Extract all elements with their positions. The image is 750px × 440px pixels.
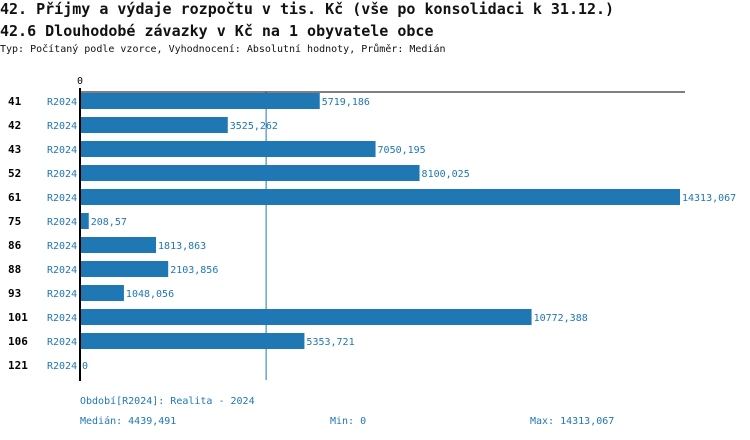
series-label: R2024 — [47, 193, 77, 204]
category-label: 106 — [8, 335, 28, 348]
chart-title: 42. Příjmy a výdaje rozpočtu v tis. Kč (… — [0, 0, 615, 18]
max-stat: Max: 14313,067 — [530, 416, 615, 427]
category-label: 41 — [8, 95, 22, 108]
bar — [80, 93, 320, 109]
bar — [80, 261, 169, 277]
value-label: 1048,056 — [126, 289, 174, 300]
series-label: R2024 — [47, 145, 77, 156]
bar — [80, 213, 89, 229]
min-stat: Min: 0 — [330, 416, 367, 427]
value-label: 208,57 — [91, 217, 127, 228]
value-label: 0 — [82, 361, 88, 372]
series-label: R2024 — [47, 289, 77, 300]
value-label: 5719,186 — [322, 97, 370, 108]
series-label: R2024 — [47, 169, 77, 180]
category-label: 52 — [8, 167, 21, 180]
category-label: 43 — [8, 143, 21, 156]
value-label: 5353,721 — [306, 337, 354, 348]
category-label: 101 — [8, 311, 28, 324]
series-label: R2024 — [47, 241, 77, 252]
value-label: 7050,195 — [378, 145, 426, 156]
bar — [80, 189, 680, 205]
x-tick-label: 0 — [77, 76, 83, 87]
category-label: 121 — [8, 359, 28, 372]
series-label: R2024 — [47, 265, 77, 276]
series-label: R2024 — [47, 217, 77, 228]
bar — [80, 309, 532, 325]
bar — [80, 141, 376, 157]
chart-subtitle: 42.6 Dlouhodobé závazky v Kč na 1 obyvat… — [0, 22, 434, 40]
series-label: R2024 — [47, 121, 77, 132]
chart-description: Typ: Počítaný podle vzorce, Vyhodnocení:… — [0, 44, 446, 55]
bar — [80, 117, 228, 133]
bar — [80, 333, 305, 349]
category-label: 75 — [8, 215, 21, 228]
series-label: R2024 — [47, 361, 77, 372]
series-label: R2024 — [47, 313, 77, 324]
category-label: 93 — [8, 287, 21, 300]
period-legend: Období[R2024]: Realita - 2024 — [80, 396, 255, 407]
value-label: 8100,025 — [422, 169, 470, 180]
category-label: 42 — [8, 119, 21, 132]
series-label: R2024 — [47, 337, 77, 348]
category-label: 86 — [8, 239, 22, 252]
bar — [80, 285, 124, 301]
category-label: 88 — [8, 263, 21, 276]
value-label: 14313,067 — [682, 193, 736, 204]
series-label: R2024 — [47, 97, 77, 108]
bar — [80, 237, 157, 253]
value-label: 3525,262 — [230, 121, 278, 132]
median-stat: Medián: 4439,491 — [80, 416, 177, 427]
category-label: 61 — [8, 191, 22, 204]
value-label: 2103,856 — [170, 265, 218, 276]
value-label: 10772,388 — [534, 313, 588, 324]
bar — [80, 165, 420, 181]
value-label: 1813,863 — [158, 241, 206, 252]
